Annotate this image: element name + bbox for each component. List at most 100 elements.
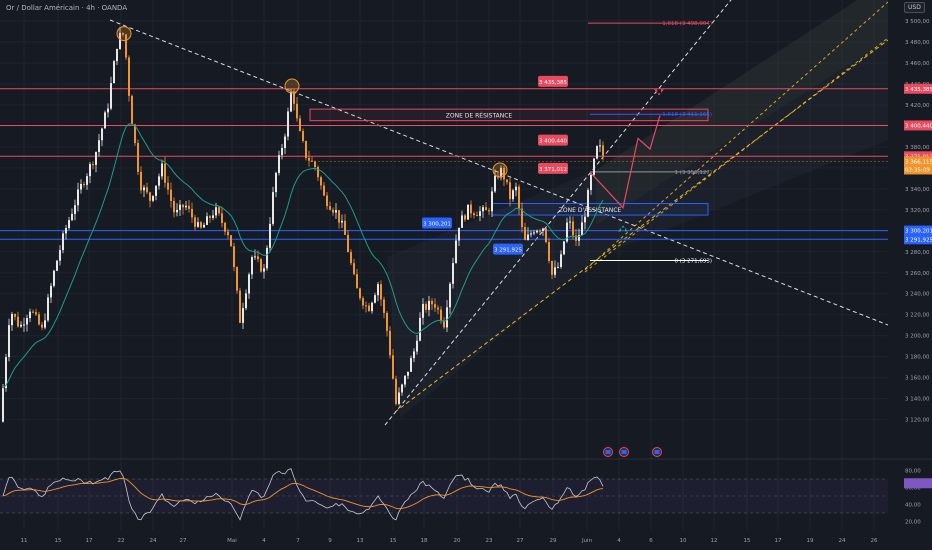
time-tick: 12 xyxy=(711,538,718,544)
rsi-tick: 80,00 xyxy=(905,469,921,475)
candle xyxy=(134,123,136,146)
candle-body xyxy=(44,320,46,328)
price-tick: 3 160,00 xyxy=(905,376,930,382)
candle-body xyxy=(227,231,229,236)
forecast-path xyxy=(589,115,661,209)
candle-body xyxy=(209,216,211,218)
candle-body xyxy=(188,205,190,209)
candle-body xyxy=(260,259,262,272)
candle xyxy=(35,308,37,317)
candle-body xyxy=(50,285,52,298)
candle xyxy=(221,206,223,228)
candle xyxy=(65,224,67,240)
candle-body xyxy=(437,307,439,310)
candle xyxy=(386,311,388,337)
candle xyxy=(569,216,571,229)
candle-body xyxy=(599,145,601,147)
event-flag xyxy=(621,450,627,454)
axis-tag-box xyxy=(904,234,932,245)
candle-body xyxy=(170,189,172,201)
candle-body xyxy=(413,351,415,359)
candle xyxy=(536,229,538,234)
fib-label: 1 (3 356,127) xyxy=(674,170,712,176)
time-tick: 24 xyxy=(839,538,846,544)
rsi-ma-line xyxy=(2,477,604,510)
price-tag-box xyxy=(422,217,452,229)
price-tag-text: 3 291,925 xyxy=(494,248,522,254)
candle xyxy=(320,175,322,190)
candle-body xyxy=(434,304,436,308)
candle-body xyxy=(182,204,184,208)
candle-body xyxy=(344,220,346,235)
candle xyxy=(377,281,379,302)
candle xyxy=(566,217,568,243)
candle xyxy=(119,26,121,50)
time-tick: 22 xyxy=(118,538,125,544)
time-tick: 9 xyxy=(328,538,332,544)
price-tag-text: 3 300,201 xyxy=(423,221,451,227)
candle xyxy=(590,172,592,195)
candle-body xyxy=(443,321,445,328)
time-tick: 27 xyxy=(180,538,187,544)
candle-body xyxy=(422,303,424,318)
candle-body xyxy=(371,302,373,312)
descending-trendline xyxy=(109,19,889,326)
candle xyxy=(335,203,337,219)
candle-body xyxy=(356,274,358,289)
candle xyxy=(383,296,385,319)
price-tick: 3 320,00 xyxy=(905,208,930,214)
price-tick: 3 220,00 xyxy=(905,313,930,319)
candle xyxy=(308,150,310,167)
price-tick: 3 380,00 xyxy=(905,145,930,151)
candle xyxy=(233,242,235,272)
candle-body xyxy=(551,261,553,275)
candle xyxy=(572,216,574,240)
candle xyxy=(545,227,547,244)
candle xyxy=(398,387,400,406)
candle xyxy=(587,188,589,218)
candle-body xyxy=(452,263,454,284)
candle xyxy=(389,326,391,359)
candle xyxy=(218,205,220,216)
candle xyxy=(317,165,319,182)
candle xyxy=(470,200,472,218)
axis-tag-text: 3 435,385 xyxy=(905,87,932,93)
candle-body xyxy=(398,392,400,404)
candle-body xyxy=(467,204,469,220)
price-tick: 3 280,00 xyxy=(905,250,930,256)
rsi-axis: 80,00 60,00 40,00 20,00 xyxy=(904,469,932,526)
price-tag: 3 291,925 xyxy=(493,243,523,255)
candle-body xyxy=(410,358,412,372)
currency-button[interactable]: USD xyxy=(904,2,925,13)
price-tick: 3 460,00 xyxy=(905,61,930,67)
candle-body xyxy=(62,233,64,251)
candle-body xyxy=(98,140,100,153)
candle xyxy=(68,216,70,230)
candle-body xyxy=(488,210,490,212)
candle xyxy=(368,303,370,312)
candle xyxy=(554,260,556,278)
candle-body xyxy=(338,210,340,223)
candle-body xyxy=(158,176,160,186)
candle-body xyxy=(536,230,538,233)
candle-body xyxy=(263,268,265,272)
price-tag-text: 3 435,385 xyxy=(539,80,567,86)
candle-body xyxy=(95,152,97,165)
candle xyxy=(122,32,124,37)
candle-body xyxy=(359,288,361,299)
price-tick: 3 420,00 xyxy=(905,103,930,109)
candle-body xyxy=(395,378,397,404)
price-tag: 3 371,012 xyxy=(538,162,568,174)
time-tick: 17 xyxy=(775,538,782,544)
price-tag-text: 3 371,012 xyxy=(539,167,567,173)
candle xyxy=(212,209,214,221)
candle-body xyxy=(473,213,475,216)
candle-body xyxy=(134,124,136,143)
candle xyxy=(326,191,328,210)
candle xyxy=(488,207,490,216)
candle xyxy=(341,214,343,229)
candle xyxy=(533,229,535,236)
candle-body xyxy=(305,140,307,158)
